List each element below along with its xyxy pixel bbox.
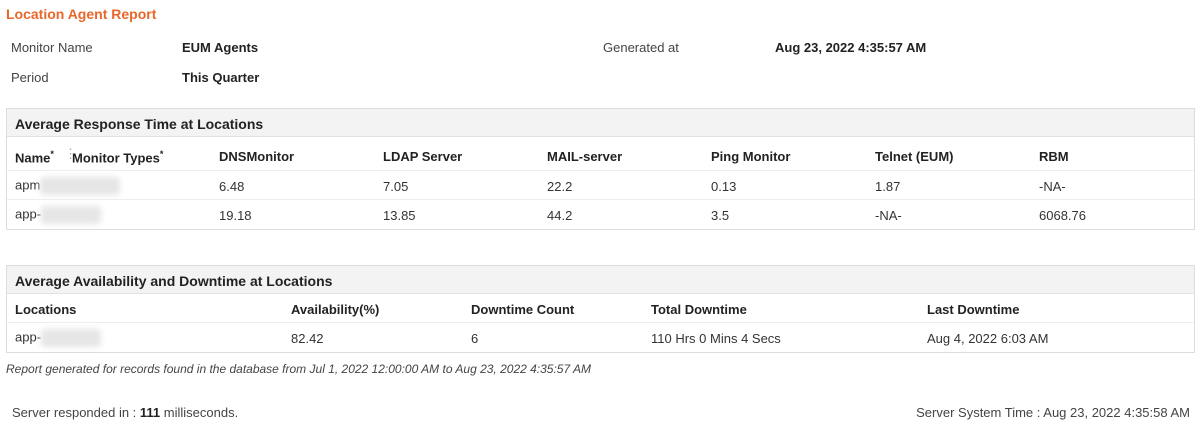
col-ldap: LDAP Server xyxy=(383,149,463,164)
name-header[interactable]: Name* xyxy=(15,149,54,166)
cell: 19.18 xyxy=(219,208,252,223)
generated-label: Generated at xyxy=(603,40,679,55)
generated-value: Aug 23, 2022 4:35:57 AM xyxy=(775,40,927,55)
col-last-downtime: Last Downtime xyxy=(927,302,1020,317)
monitor-types-header[interactable]: Monitor Types* xyxy=(72,149,164,166)
cell: 6.48 xyxy=(219,179,245,194)
col-downtime-count: Downtime Count xyxy=(471,302,575,317)
table-row: apm 6.48 7.05 22.2 0.13 1.87 -NA- xyxy=(7,171,1194,200)
column-resize-handle[interactable]: ⋮ xyxy=(64,146,77,161)
cell: 6 xyxy=(471,331,479,346)
cell: 13.85 xyxy=(383,208,416,223)
monitor-name-label: Monitor Name xyxy=(11,40,93,55)
server-response-time: Server responded in : 111 milliseconds. xyxy=(12,405,239,420)
cell: 1.87 xyxy=(875,179,901,194)
cell: 110 Hrs 0 Mins 4 Secs xyxy=(651,331,781,346)
cell: 82.42 xyxy=(291,331,324,346)
cell: Aug 4, 2022 6:03 AM xyxy=(927,331,1049,346)
report-title: Location Agent Report xyxy=(6,6,157,22)
monitor-name-value: EUM Agents xyxy=(182,40,259,55)
response-header-row: Name* ⋮ Monitor Types* DNSMonitor LDAP S… xyxy=(7,137,1194,171)
col-ping: Ping Monitor xyxy=(711,149,791,164)
col-dnsmonitor: DNSMonitor xyxy=(219,149,295,164)
cell: -NA- xyxy=(1039,179,1066,194)
table-row: app- 82.42 6 110 Hrs 0 Mins 4 Secs Aug 4… xyxy=(7,323,1194,352)
availability-title: Average Availability and Downtime at Loc… xyxy=(7,266,1194,294)
location-name: app- xyxy=(15,206,102,224)
response-time-title: Average Response Time at Locations xyxy=(7,109,1194,137)
location-name: app- xyxy=(15,329,102,347)
cell: 0.13 xyxy=(711,179,737,194)
report-footnote: Report generated for records found in th… xyxy=(6,362,592,376)
col-total-downtime: Total Downtime xyxy=(651,302,747,317)
col-availability: Availability(%) xyxy=(291,302,380,317)
col-telnet: Telnet (EUM) xyxy=(875,149,954,164)
redacted-text xyxy=(40,177,121,195)
redacted-text xyxy=(41,329,102,347)
cell: 6068.76 xyxy=(1039,208,1086,223)
response-time-table: Average Response Time at Locations Name*… xyxy=(6,108,1195,230)
availability-header-row: Locations Availability(%) Downtime Count… xyxy=(7,294,1194,323)
location-name: apm xyxy=(15,177,121,195)
cell: 3.5 xyxy=(711,208,730,223)
availability-table: Average Availability and Downtime at Loc… xyxy=(6,265,1195,353)
server-system-time: Server System Time : Aug 23, 2022 4:35:5… xyxy=(916,405,1190,420)
col-locations: Locations xyxy=(15,302,77,317)
cell: 22.2 xyxy=(547,179,573,194)
cell: -NA- xyxy=(875,208,902,223)
period-label: Period xyxy=(11,70,49,85)
redacted-text xyxy=(41,206,102,224)
cell: 44.2 xyxy=(547,208,573,223)
col-rbm: RBM xyxy=(1039,149,1069,164)
table-row: app- 19.18 13.85 44.2 3.5 -NA- 6068.76 xyxy=(7,200,1194,229)
period-value: This Quarter xyxy=(182,70,260,85)
col-mail: MAIL-server xyxy=(547,149,623,164)
cell: 7.05 xyxy=(383,179,409,194)
